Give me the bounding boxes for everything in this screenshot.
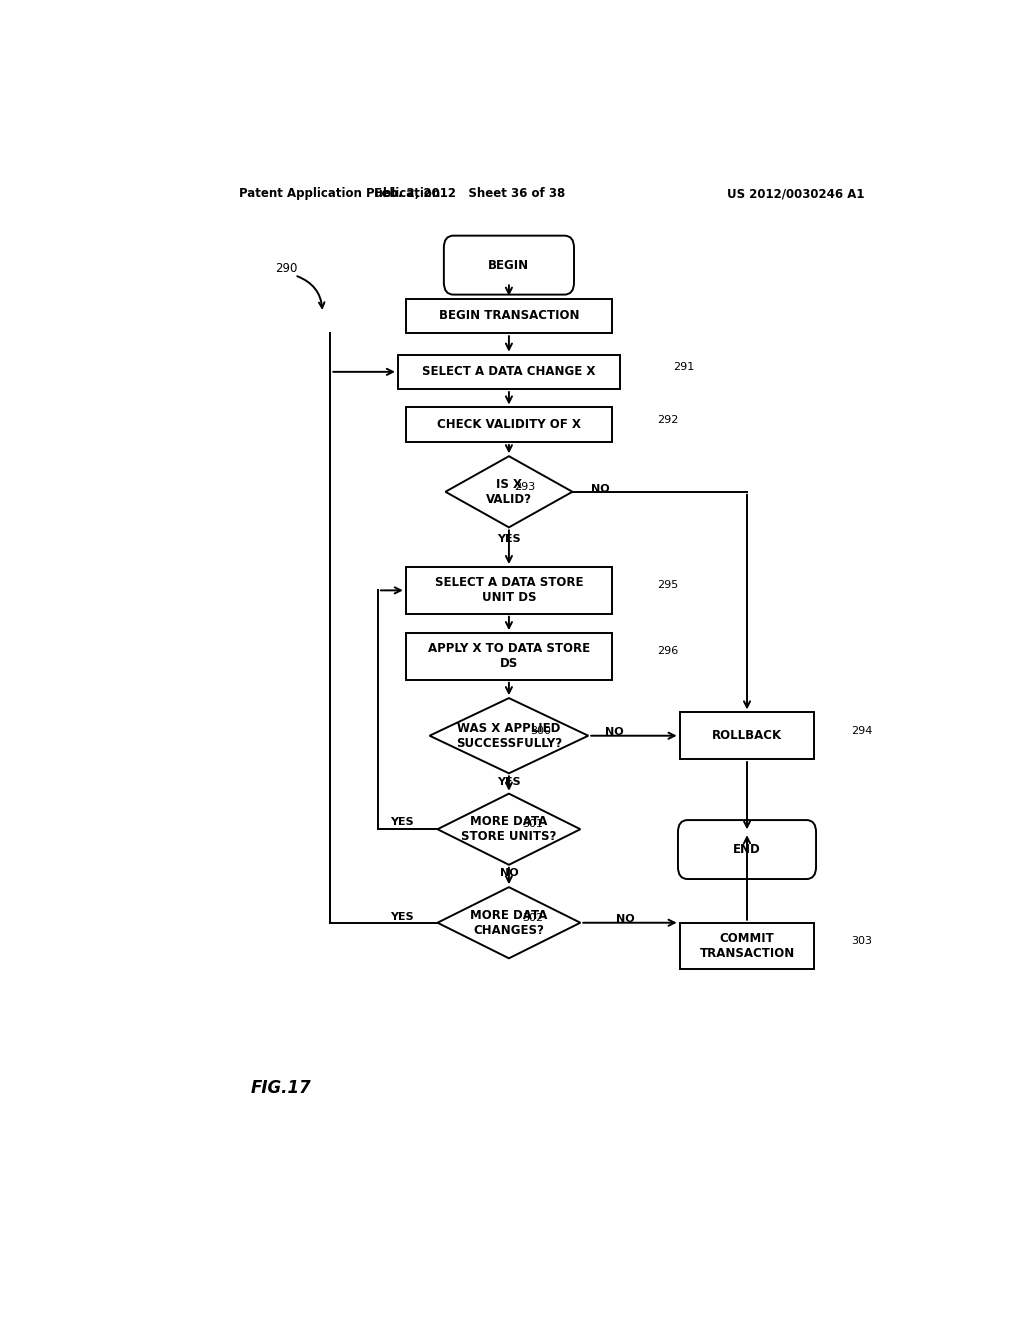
Text: APPLY X TO DATA STORE
DS: APPLY X TO DATA STORE DS xyxy=(428,643,590,671)
Text: BEGIN TRANSACTION: BEGIN TRANSACTION xyxy=(438,309,580,322)
Text: YES: YES xyxy=(497,777,521,788)
Text: YES: YES xyxy=(390,817,414,828)
Text: 302: 302 xyxy=(522,912,544,923)
Text: MORE DATA
CHANGES?: MORE DATA CHANGES? xyxy=(470,908,548,937)
Text: Feb. 2, 2012   Sheet 36 of 38: Feb. 2, 2012 Sheet 36 of 38 xyxy=(374,187,565,201)
Text: 294: 294 xyxy=(851,726,872,735)
FancyBboxPatch shape xyxy=(443,236,574,294)
Text: NO: NO xyxy=(616,913,635,924)
Text: CHECK VALIDITY OF X: CHECK VALIDITY OF X xyxy=(437,418,581,432)
Text: COMMIT
TRANSACTION: COMMIT TRANSACTION xyxy=(699,932,795,960)
Text: 293: 293 xyxy=(514,482,536,491)
Text: 296: 296 xyxy=(657,647,678,656)
Polygon shape xyxy=(437,793,581,865)
Bar xyxy=(406,568,612,614)
Text: Patent Application Publication: Patent Application Publication xyxy=(240,187,440,201)
Text: 291: 291 xyxy=(673,362,694,372)
Text: 292: 292 xyxy=(657,414,678,425)
Text: MORE DATA
STORE UNITS?: MORE DATA STORE UNITS? xyxy=(461,816,557,843)
Text: NO: NO xyxy=(605,726,624,737)
Text: SELECT A DATA STORE
UNIT DS: SELECT A DATA STORE UNIT DS xyxy=(434,577,584,605)
Text: NO: NO xyxy=(500,869,518,878)
Text: NO: NO xyxy=(591,483,609,494)
Bar xyxy=(680,923,814,969)
Bar xyxy=(680,713,814,759)
Text: 295: 295 xyxy=(657,581,678,590)
Bar xyxy=(406,634,612,680)
Text: 300: 300 xyxy=(530,726,551,735)
Text: BEGIN: BEGIN xyxy=(488,259,529,272)
FancyBboxPatch shape xyxy=(678,820,816,879)
Text: 290: 290 xyxy=(274,261,297,275)
Bar xyxy=(406,408,612,442)
Bar xyxy=(397,355,620,389)
Polygon shape xyxy=(437,887,581,958)
Text: 303: 303 xyxy=(852,936,872,946)
Text: 301: 301 xyxy=(522,820,544,829)
Text: WAS X APPLIED
SUCCESSFULLY?: WAS X APPLIED SUCCESSFULLY? xyxy=(456,722,562,750)
Text: US 2012/0030246 A1: US 2012/0030246 A1 xyxy=(727,187,864,201)
Bar xyxy=(406,298,612,333)
Text: ROLLBACK: ROLLBACK xyxy=(712,729,782,742)
Polygon shape xyxy=(445,457,572,528)
Text: SELECT A DATA CHANGE X: SELECT A DATA CHANGE X xyxy=(422,366,596,379)
Polygon shape xyxy=(430,698,588,774)
Text: IS X
VALID?: IS X VALID? xyxy=(486,478,531,506)
Text: FIG.17: FIG.17 xyxy=(251,1080,311,1097)
Text: YES: YES xyxy=(390,912,414,921)
Text: END: END xyxy=(733,843,761,857)
Text: YES: YES xyxy=(497,533,521,544)
